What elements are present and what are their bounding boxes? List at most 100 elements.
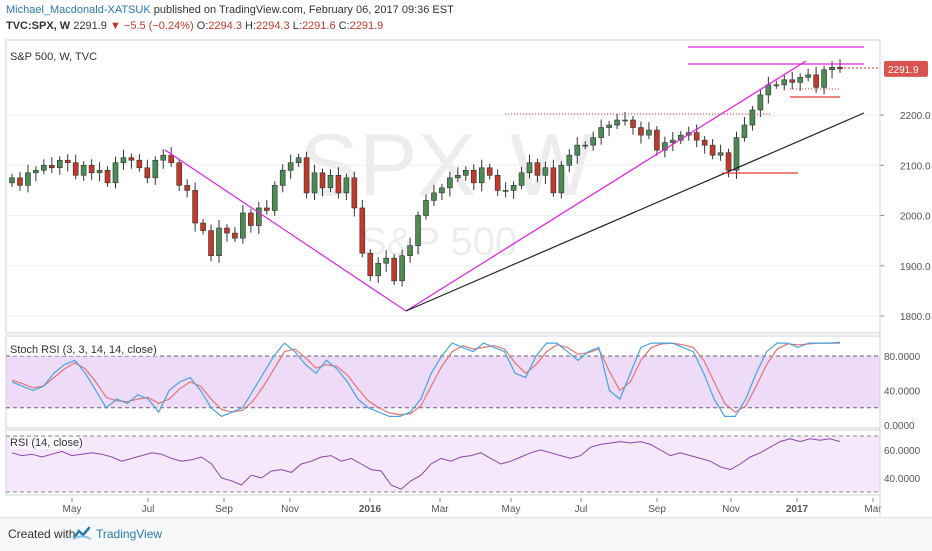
candle-body	[558, 164, 565, 194]
candle-body	[64, 159, 71, 164]
candle-body	[256, 207, 262, 226]
candle-body	[136, 159, 143, 169]
stoch-tick-label: 80.0000	[884, 352, 921, 363]
candle-body	[741, 124, 748, 138]
tradingview-logo-icon	[72, 526, 92, 540]
candle-body	[240, 212, 246, 239]
watermark-name: S&P 500	[360, 220, 517, 264]
candle-body	[821, 69, 827, 88]
price-tick-label: 1900.0	[900, 262, 931, 273]
price-tick-label: 2000.0	[900, 212, 931, 223]
last-price-tag	[884, 60, 928, 77]
watermark-symbol: SPX	[300, 115, 476, 214]
candle-body	[263, 207, 270, 211]
candle-body	[200, 222, 206, 231]
candle-body	[765, 84, 772, 96]
candle-body	[478, 167, 485, 184]
candle-body	[757, 94, 764, 111]
price-tick-label: 2200.0	[900, 111, 931, 122]
stoch-d-line	[11, 342, 840, 416]
candle-body	[550, 167, 557, 194]
candle-body	[510, 185, 517, 191]
watermark-interval: W	[510, 115, 593, 214]
candle-body	[120, 157, 127, 164]
candle-body	[654, 129, 660, 151]
series-legend[interactable]: S&P 500, W, TVC	[10, 51, 98, 63]
rsi-tick-label: 60.0000	[884, 446, 921, 457]
candle-body	[17, 177, 23, 186]
rsi-band	[6, 436, 880, 492]
candle-body	[96, 169, 103, 174]
candle-body	[391, 257, 397, 282]
price-panel-frame	[5, 39, 881, 334]
time-tick-label: Sep	[648, 504, 666, 515]
stoch-tick-label: 0.0000	[884, 421, 915, 432]
candle-body	[184, 185, 190, 191]
candle-body	[614, 119, 620, 126]
candle-body	[232, 232, 238, 239]
publish-line: Michael_Macdonald-XATSUK published on Tr…	[6, 4, 454, 16]
candle-body	[224, 227, 230, 234]
candle-body	[717, 152, 724, 156]
rsi-tick-label: 40.0000	[884, 474, 921, 485]
price-tick-label: 2100.0	[900, 161, 931, 172]
time-tick-label: Mar	[864, 504, 882, 515]
candle-body	[359, 207, 366, 254]
candle-body	[582, 144, 589, 147]
candle-body	[88, 164, 95, 174]
candle-body	[447, 177, 453, 189]
price-tick-label: 1800.0	[900, 312, 931, 323]
published-text: published on TradingView.com, February 0…	[153, 4, 454, 16]
time-tick-label: Jul	[142, 504, 155, 515]
rsi-panel-frame	[5, 429, 881, 496]
candle-body	[279, 169, 286, 186]
candle-body	[709, 144, 716, 156]
candle-body	[502, 190, 509, 192]
time-tick-label: May	[502, 504, 521, 515]
candle-body	[829, 66, 835, 71]
candle-body	[104, 169, 111, 184]
stoch-k-line	[11, 341, 841, 418]
trendline-decline	[164, 149, 407, 312]
close-value: 2291.9	[349, 20, 384, 32]
candle-body	[144, 167, 151, 179]
open-label: O:	[196, 20, 209, 32]
time-tick-label: Sep	[215, 504, 233, 515]
candle-body	[208, 230, 214, 256]
high-value: 2294.3	[256, 20, 290, 32]
candle-body	[781, 79, 788, 86]
candle-body	[160, 154, 167, 161]
candle-body	[367, 252, 374, 277]
candle-body	[152, 159, 159, 179]
candle-body	[455, 175, 461, 179]
candle-body	[486, 167, 493, 176]
candle-body	[399, 255, 405, 282]
candle-body	[526, 162, 533, 174]
candle-body	[33, 169, 39, 174]
candle-body	[598, 127, 604, 138]
candle-body	[606, 124, 612, 128]
candle-body	[439, 187, 445, 194]
high-label: H:	[245, 20, 257, 32]
time-tick-label: 2017	[786, 504, 809, 515]
candle-body	[566, 154, 573, 166]
candle-body	[518, 172, 525, 186]
open-value: 2294.3	[208, 20, 242, 32]
candle-body	[335, 175, 342, 194]
candle-body	[701, 139, 708, 146]
candle-body	[797, 77, 803, 83]
candle-body	[407, 245, 413, 256]
candle-body	[805, 74, 811, 78]
rsi-line	[11, 438, 841, 490]
stoch-rsi-legend[interactable]: Stoch RSI (3, 3, 14, 14, close)	[10, 344, 157, 356]
candle-body	[112, 162, 119, 184]
last-price-tag-text: 2291.9	[888, 65, 919, 76]
author-link[interactable]: Michael_Macdonald-XATSUK	[6, 4, 151, 16]
trendline-rise	[405, 60, 807, 312]
candle-body	[192, 190, 198, 224]
rsi-legend[interactable]: RSI (14, close)	[10, 437, 83, 449]
candle-body	[248, 212, 254, 226]
tradingview-brand-link[interactable]: TradingView	[96, 527, 163, 541]
candle-body	[463, 169, 469, 176]
